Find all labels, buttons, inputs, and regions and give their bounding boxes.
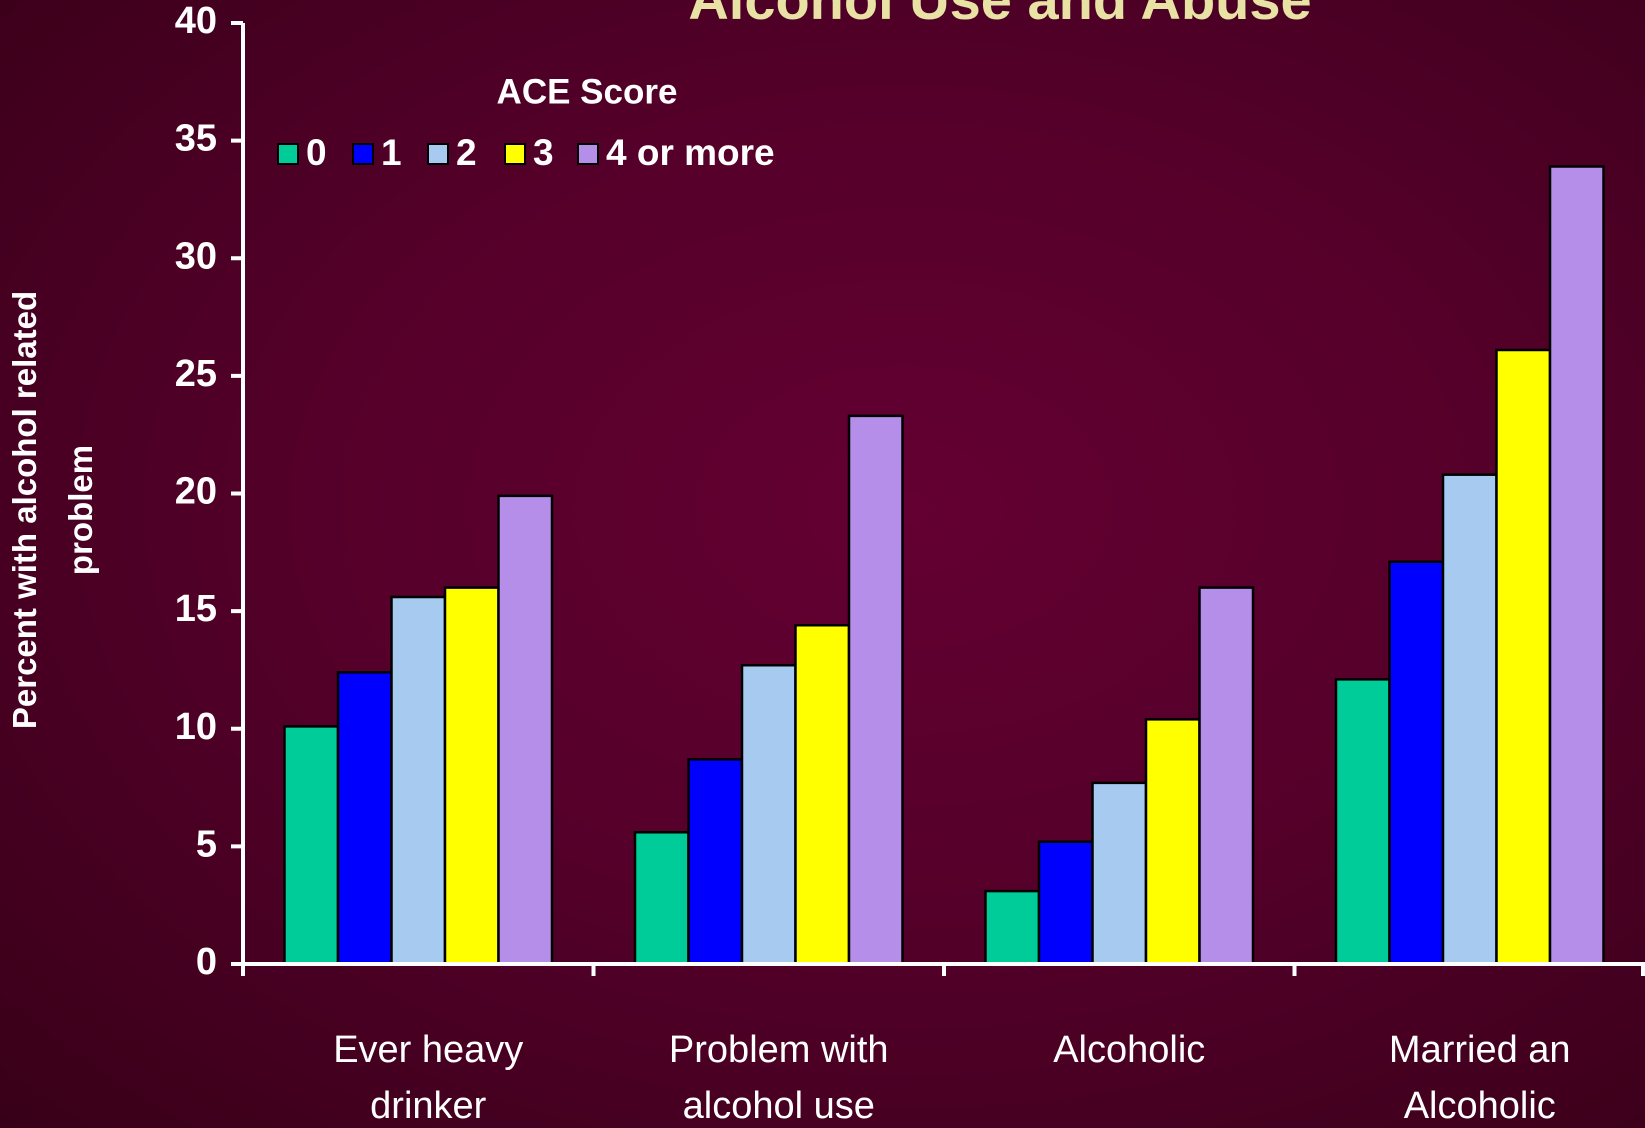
- legend-swatch: [277, 143, 299, 165]
- bar: [794, 623, 851, 966]
- y-tick-label: 5: [196, 823, 217, 865]
- bar: [1198, 586, 1255, 966]
- y-tick-label: 40: [175, 0, 217, 42]
- x-tick-label: Ever heavy drinker: [333, 1029, 524, 1127]
- bar: [336, 671, 393, 966]
- y-tick-label: 0: [196, 941, 217, 983]
- legend-label: 4 or more: [606, 132, 775, 173]
- bar: [687, 758, 744, 966]
- y-tick-label: 10: [175, 706, 217, 748]
- y-tick-label: 35: [175, 118, 217, 160]
- bar: [740, 663, 797, 966]
- legend-label: 0: [306, 132, 327, 173]
- bar: [1091, 781, 1148, 966]
- bar: [1037, 840, 1094, 966]
- legend-swatch: [427, 143, 449, 165]
- y-tick-label: 20: [175, 471, 217, 513]
- bar: [1441, 473, 1498, 966]
- legend-label: 2: [456, 132, 477, 173]
- x-tick-label: Married an Alcoholic: [1388, 1029, 1571, 1127]
- bar: [1334, 678, 1391, 966]
- legend-swatch: [352, 143, 374, 165]
- x-tick-label: Problem with alcohol use: [668, 1029, 889, 1127]
- y-tick-label: 30: [175, 235, 217, 277]
- bar: [283, 725, 340, 966]
- legend-label: 3: [533, 132, 554, 173]
- bar: [1144, 718, 1201, 966]
- bar: [1495, 348, 1552, 966]
- bar: [847, 414, 904, 966]
- legend-title: ACE Score: [497, 72, 678, 111]
- bar: [633, 831, 690, 966]
- y-axis-label: Percent with alcohol related problem: [6, 290, 99, 730]
- bar: [984, 889, 1041, 966]
- bar: [390, 595, 447, 966]
- bar: [443, 586, 500, 966]
- bar: [497, 494, 554, 966]
- bar: [1388, 560, 1445, 966]
- bar: [1548, 165, 1605, 966]
- legend-swatch: [577, 143, 599, 165]
- legend-label: 1: [381, 132, 402, 173]
- y-tick-label: 15: [175, 588, 217, 630]
- legend-swatch: [504, 143, 526, 165]
- x-tick-label: Alcoholic: [1053, 1029, 1206, 1071]
- y-tick-label: 25: [175, 353, 217, 395]
- chart-title: Alcohol Use and Abuse: [688, 0, 1311, 31]
